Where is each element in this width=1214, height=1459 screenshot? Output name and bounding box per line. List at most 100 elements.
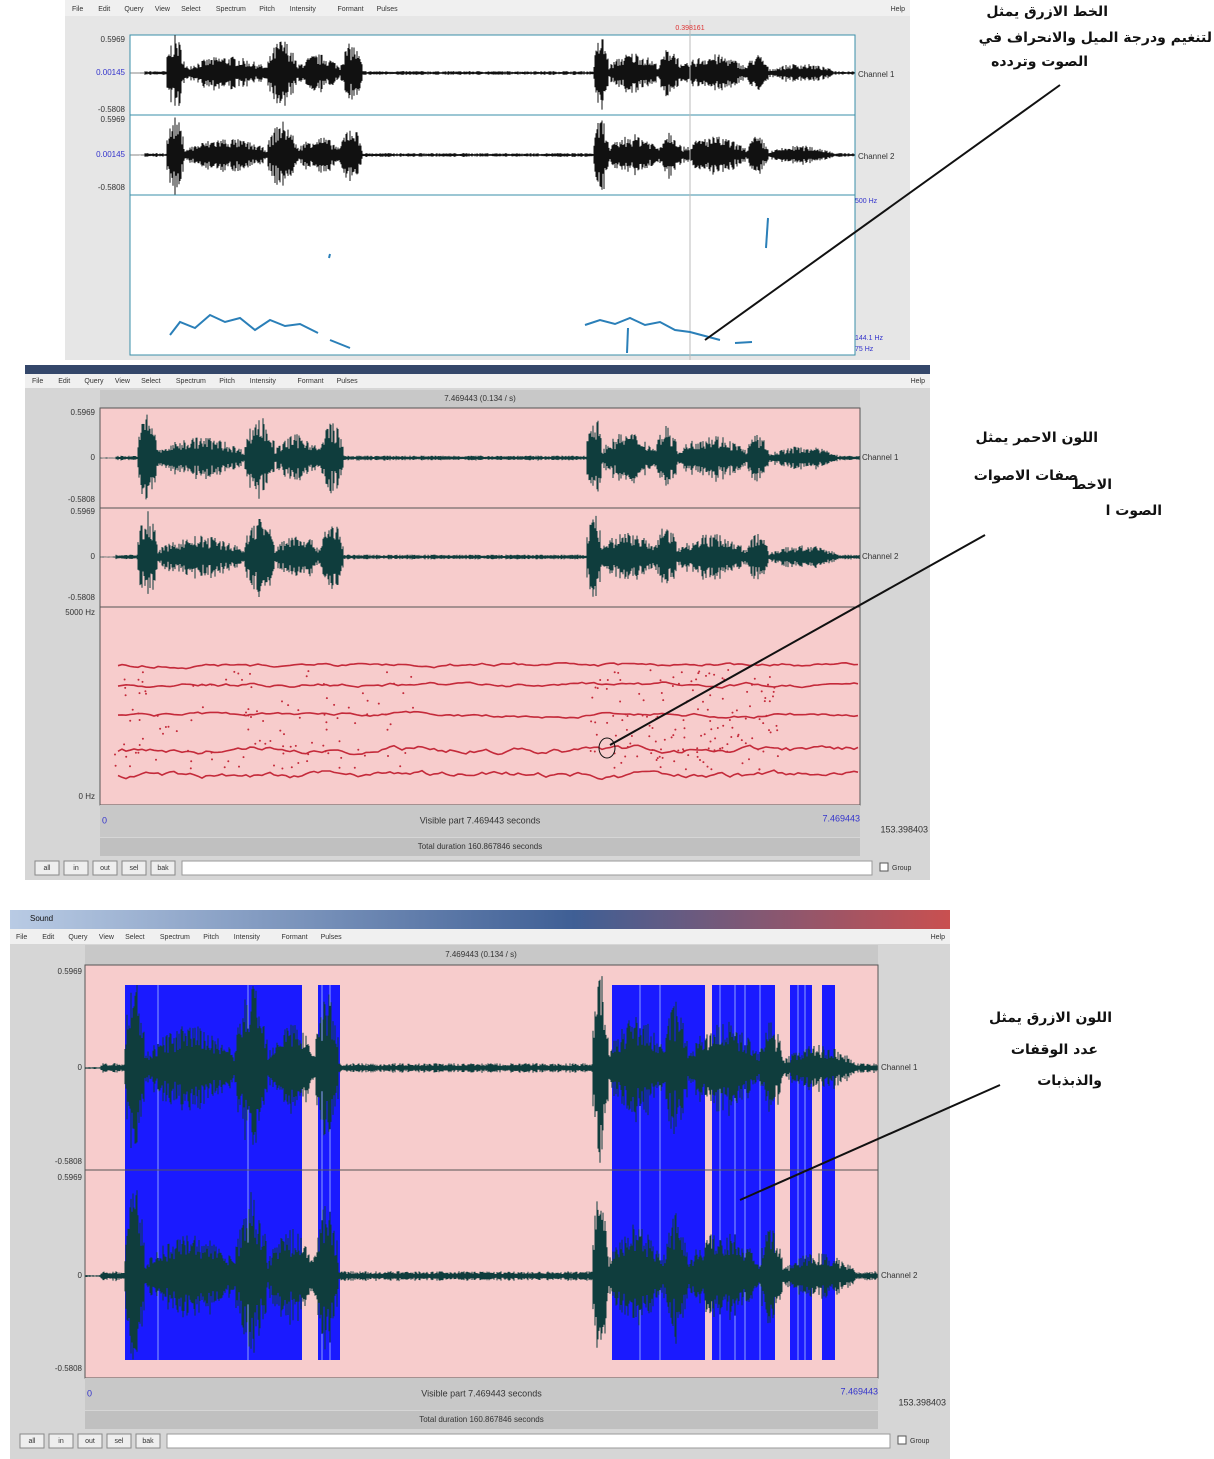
amplitude-label: 0 [78, 1063, 83, 1072]
formant-point [124, 679, 126, 681]
formant-point [283, 733, 285, 735]
formant-point [683, 750, 685, 752]
checkbox [880, 863, 888, 871]
menu-item[interactable]: Intensity [234, 934, 261, 941]
pitch-contour [627, 328, 628, 353]
formant-point [390, 723, 392, 725]
button[interactable]: out [100, 865, 110, 872]
formant-point [606, 722, 608, 724]
formant-point [730, 736, 732, 738]
menu-item[interactable]: Help [891, 6, 906, 13]
menu-item[interactable]: Pulses [321, 934, 343, 941]
menu-item[interactable]: Query [68, 934, 88, 941]
menu-item[interactable]: Select [181, 6, 201, 13]
menu-item[interactable]: View [99, 934, 115, 941]
menu-item[interactable]: Help [931, 934, 946, 941]
formant-point [708, 747, 710, 749]
menu-item[interactable]: Edit [58, 378, 70, 385]
button[interactable]: in [73, 865, 79, 872]
group-toggle[interactable]: Group [910, 1438, 930, 1445]
formant-point [159, 728, 161, 730]
menu-item[interactable]: Select [125, 934, 145, 941]
menu-item[interactable]: Pulses [377, 6, 399, 13]
menu-item[interactable]: Formant [338, 6, 364, 13]
menu-item[interactable]: Edit [42, 934, 54, 941]
menu-item[interactable]: Help [911, 378, 926, 385]
menu-item[interactable]: Intensity [250, 378, 277, 385]
menu-item[interactable]: Pitch [259, 6, 275, 13]
formant-point [387, 729, 389, 731]
formant-point [385, 714, 387, 716]
menu-item[interactable]: Edit [98, 6, 110, 13]
formant-point [132, 709, 134, 711]
highlight-band [822, 985, 835, 1360]
formant-point [325, 750, 327, 752]
formant-point [650, 752, 652, 754]
button[interactable]: sel [115, 1438, 124, 1445]
menu-item[interactable]: Pitch [219, 378, 235, 385]
menu-item[interactable]: Spectrum [176, 378, 206, 385]
menu-item[interactable]: Spectrum [216, 6, 246, 13]
menu-item[interactable]: Pulses [337, 378, 359, 385]
formant-point [354, 722, 356, 724]
formant-point [625, 713, 627, 715]
selection-info: 7.469443 (0.134 / s) [445, 950, 517, 959]
button[interactable]: all [28, 1438, 35, 1445]
formant-point [250, 686, 252, 688]
menu-item[interactable]: Pitch [203, 934, 219, 941]
menu-item[interactable]: File [32, 378, 43, 385]
menu-item[interactable]: Formant [298, 378, 324, 385]
formant-point [202, 706, 204, 708]
menu-item[interactable]: Formant [282, 934, 308, 941]
formant-point [710, 728, 712, 730]
menu-item[interactable]: View [155, 6, 171, 13]
formant-point [681, 671, 683, 673]
formant-point [773, 687, 775, 689]
formant-point [707, 709, 709, 711]
formant-point [776, 725, 778, 727]
formant-point [145, 693, 147, 695]
menu-item[interactable]: Intensity [290, 6, 317, 13]
menu-item[interactable]: Query [84, 378, 104, 385]
formant-point [399, 765, 401, 767]
title-bar [10, 910, 950, 929]
frequency-label: 0 Hz [79, 792, 95, 801]
formant-point [631, 735, 633, 737]
button[interactable]: sel [130, 865, 139, 872]
formant-point [299, 685, 301, 687]
group-toggle[interactable]: Group [892, 865, 912, 872]
menu-item[interactable]: Spectrum [160, 934, 190, 941]
button[interactable]: bak [142, 1438, 154, 1445]
button[interactable]: in [58, 1438, 64, 1445]
formant-point [732, 712, 734, 714]
formant-point [655, 741, 657, 743]
formant-point [354, 767, 356, 769]
formant-point [290, 746, 292, 748]
formant-point [649, 725, 651, 727]
formant-point [282, 745, 284, 747]
channel-label: Channel 1 [858, 70, 895, 79]
button[interactable]: out [85, 1438, 95, 1445]
amplitude-label: -0.5808 [68, 593, 96, 602]
formant-point [713, 674, 715, 676]
formant-point [225, 679, 227, 681]
formant-point [717, 727, 719, 729]
menu-item[interactable]: Query [124, 6, 144, 13]
formant-point [269, 740, 271, 742]
total-duration: Total duration 160.867846 seconds [418, 842, 543, 851]
button[interactable]: all [43, 865, 50, 872]
menu-item[interactable]: File [72, 6, 83, 13]
formant-point [762, 751, 764, 753]
formant-point [776, 729, 778, 731]
formant-point [357, 749, 359, 751]
formant-point [683, 737, 685, 739]
menu-item[interactable]: File [16, 934, 27, 941]
menu-item[interactable]: Select [141, 378, 161, 385]
formant-point [297, 762, 299, 764]
formant-point [619, 701, 621, 703]
formant-point [114, 754, 116, 756]
button[interactable]: bak [157, 865, 169, 872]
menu-item[interactable]: View [115, 378, 131, 385]
formant-point [660, 748, 662, 750]
formant-point [404, 752, 406, 754]
